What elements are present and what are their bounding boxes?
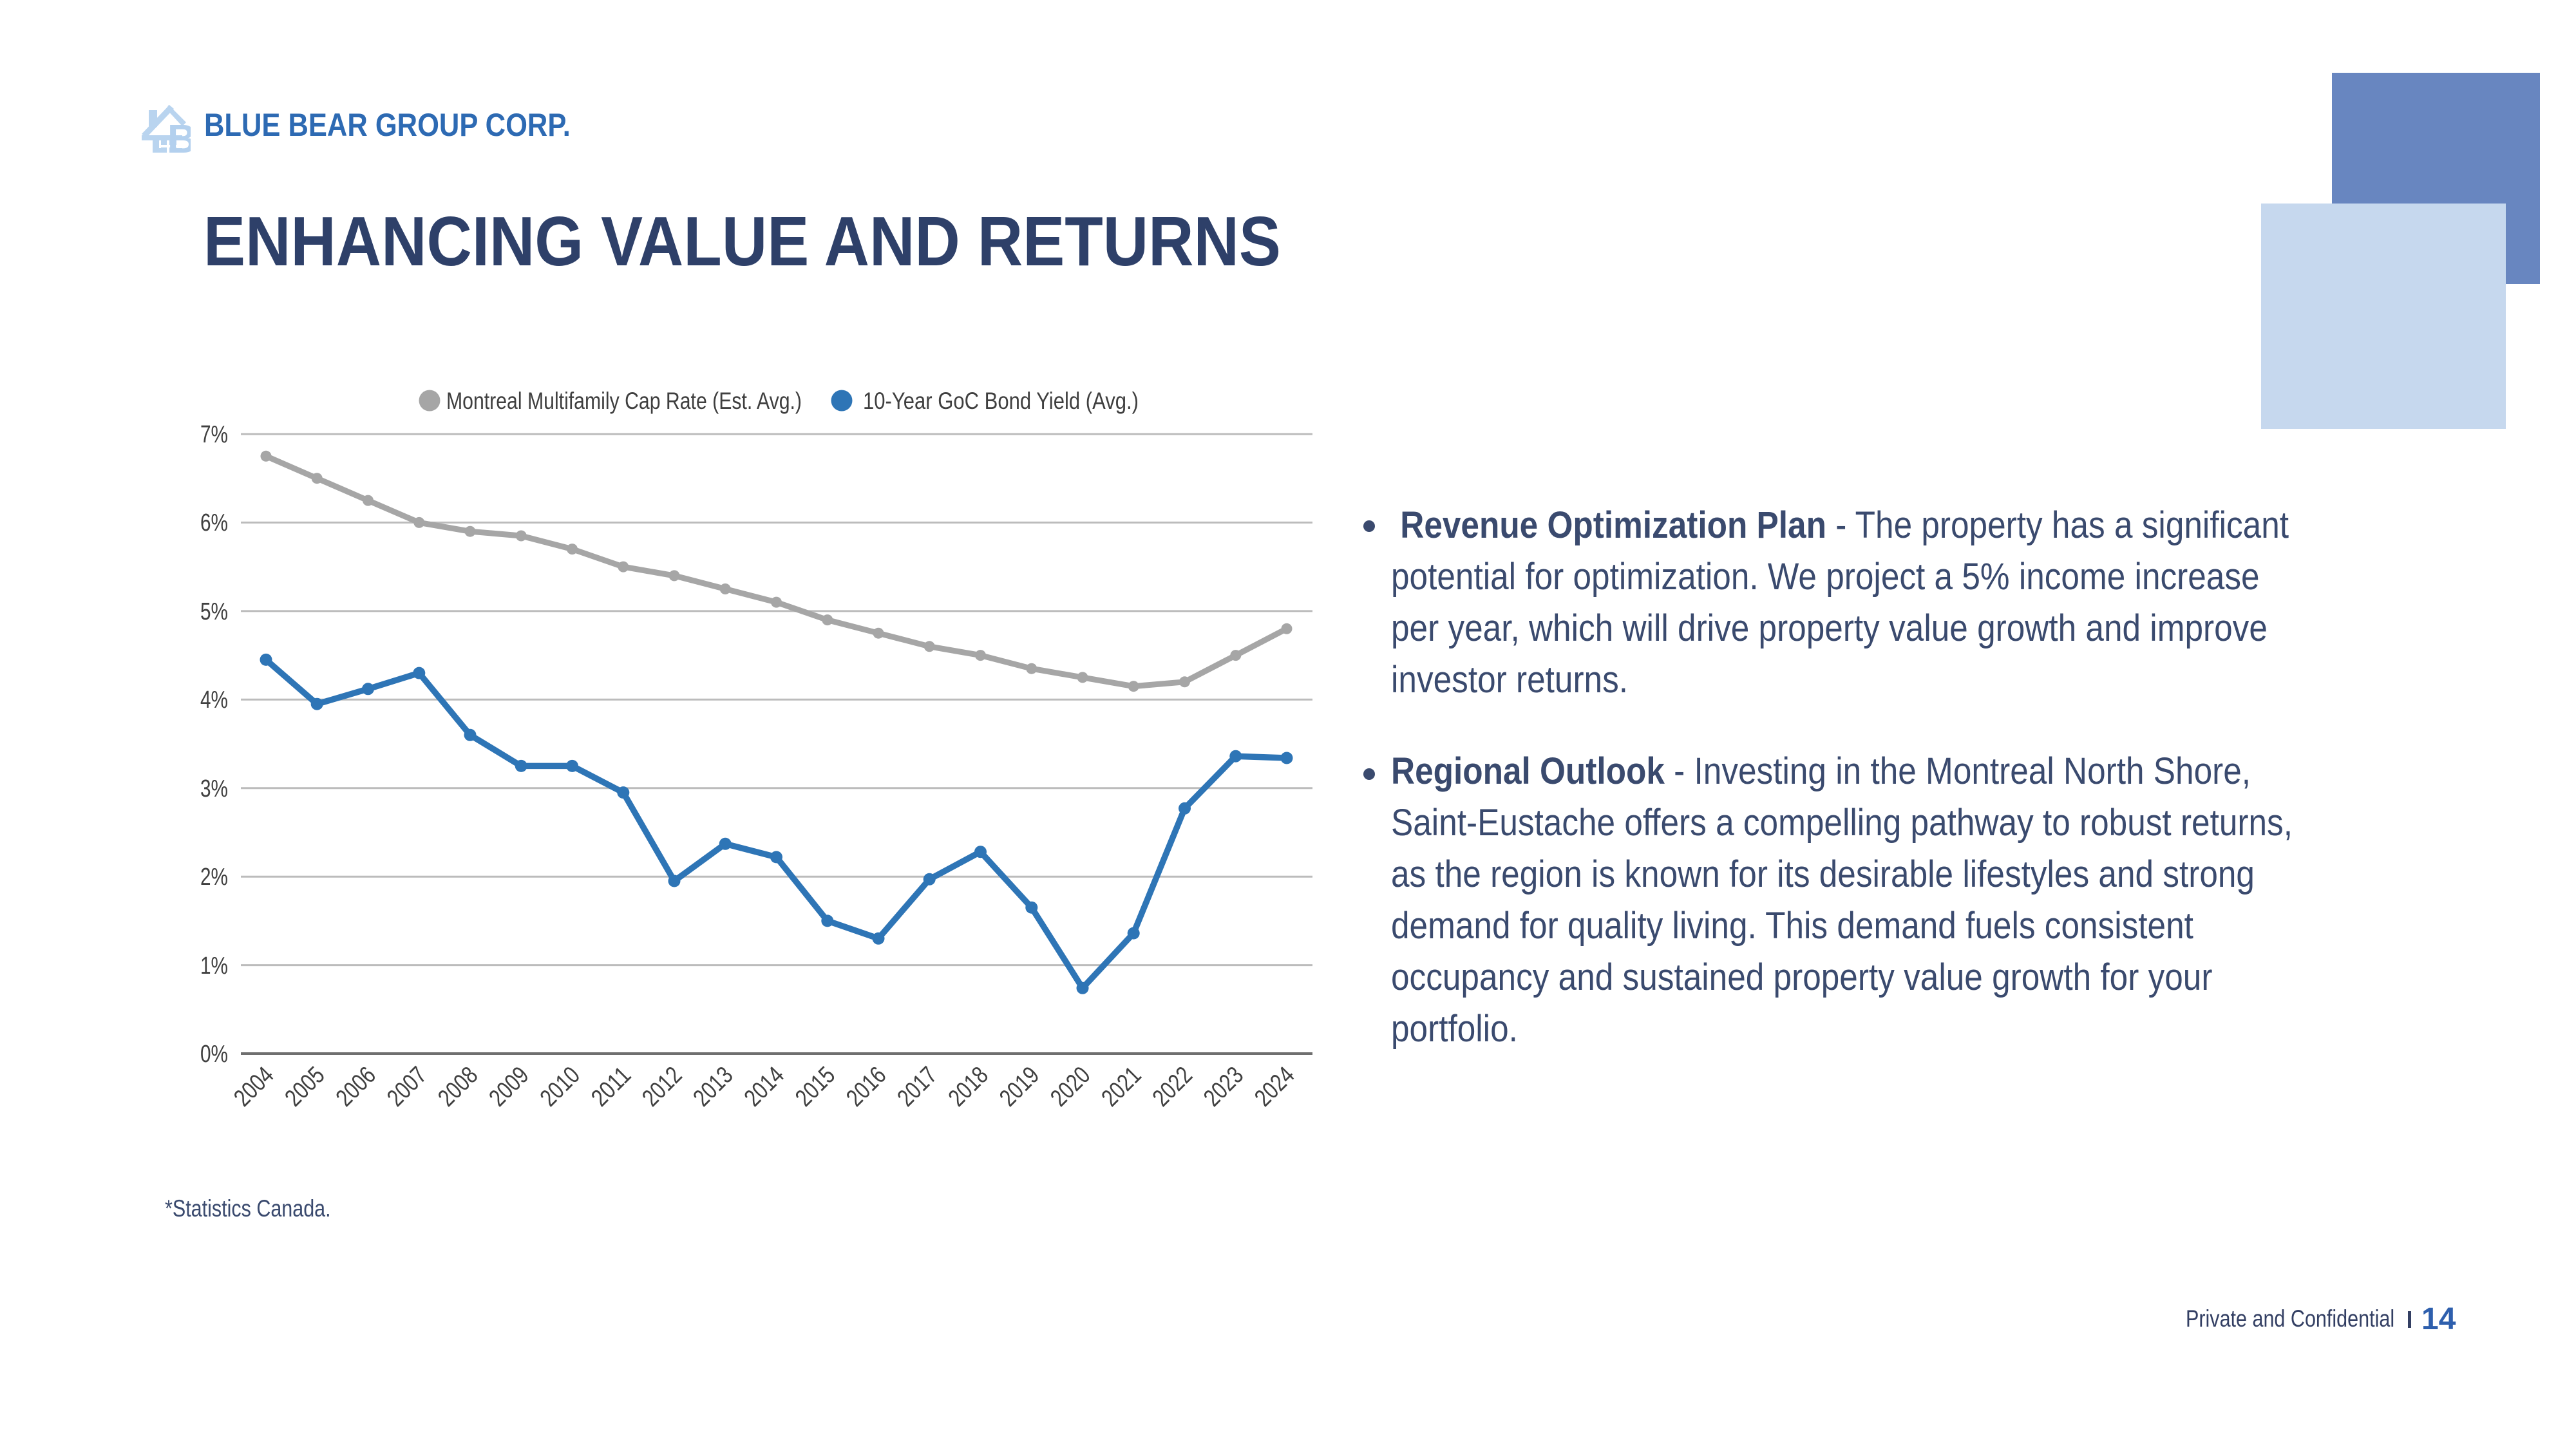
svg-text:2007: 2007 <box>382 1062 432 1112</box>
svg-text:2012: 2012 <box>638 1062 688 1112</box>
svg-text:2017: 2017 <box>893 1062 943 1112</box>
svg-text:2024: 2024 <box>1250 1062 1300 1112</box>
svg-text:5%: 5% <box>200 598 228 625</box>
svg-text:2009: 2009 <box>484 1062 535 1112</box>
svg-text:2014: 2014 <box>739 1062 790 1112</box>
svg-text:2011: 2011 <box>586 1062 636 1112</box>
svg-text:2023: 2023 <box>1198 1062 1249 1112</box>
svg-text:2013: 2013 <box>688 1062 739 1112</box>
svg-text:2020: 2020 <box>1046 1062 1096 1112</box>
svg-text:4%: 4% <box>200 687 228 714</box>
svg-text:2%: 2% <box>200 864 228 891</box>
svg-text:2006: 2006 <box>331 1062 381 1112</box>
svg-text:2019: 2019 <box>994 1062 1045 1112</box>
svg-text:2021: 2021 <box>1097 1062 1147 1112</box>
svg-text:3%: 3% <box>200 775 228 802</box>
svg-text:1%: 1% <box>200 952 228 980</box>
svg-text:2004: 2004 <box>229 1062 279 1112</box>
svg-text:2016: 2016 <box>842 1062 892 1112</box>
svg-text:0%: 0% <box>200 1041 228 1068</box>
svg-text:Montreal Multifamily Cap Rate: Montreal Multifamily Cap Rate (Est. Avg.… <box>446 388 802 414</box>
svg-text:10-Year GoC Bond Yield (Avg.): 10-Year GoC Bond Yield (Avg.) <box>863 388 1139 414</box>
svg-text:2022: 2022 <box>1148 1062 1198 1112</box>
svg-text:2008: 2008 <box>433 1062 484 1112</box>
svg-text:6%: 6% <box>200 509 228 536</box>
svg-text:7%: 7% <box>200 421 228 448</box>
svg-text:2018: 2018 <box>943 1062 994 1112</box>
svg-text:2005: 2005 <box>280 1062 330 1112</box>
svg-text:2015: 2015 <box>790 1062 840 1112</box>
svg-text:2010: 2010 <box>535 1062 585 1112</box>
svg-text:B: B <box>167 117 191 153</box>
